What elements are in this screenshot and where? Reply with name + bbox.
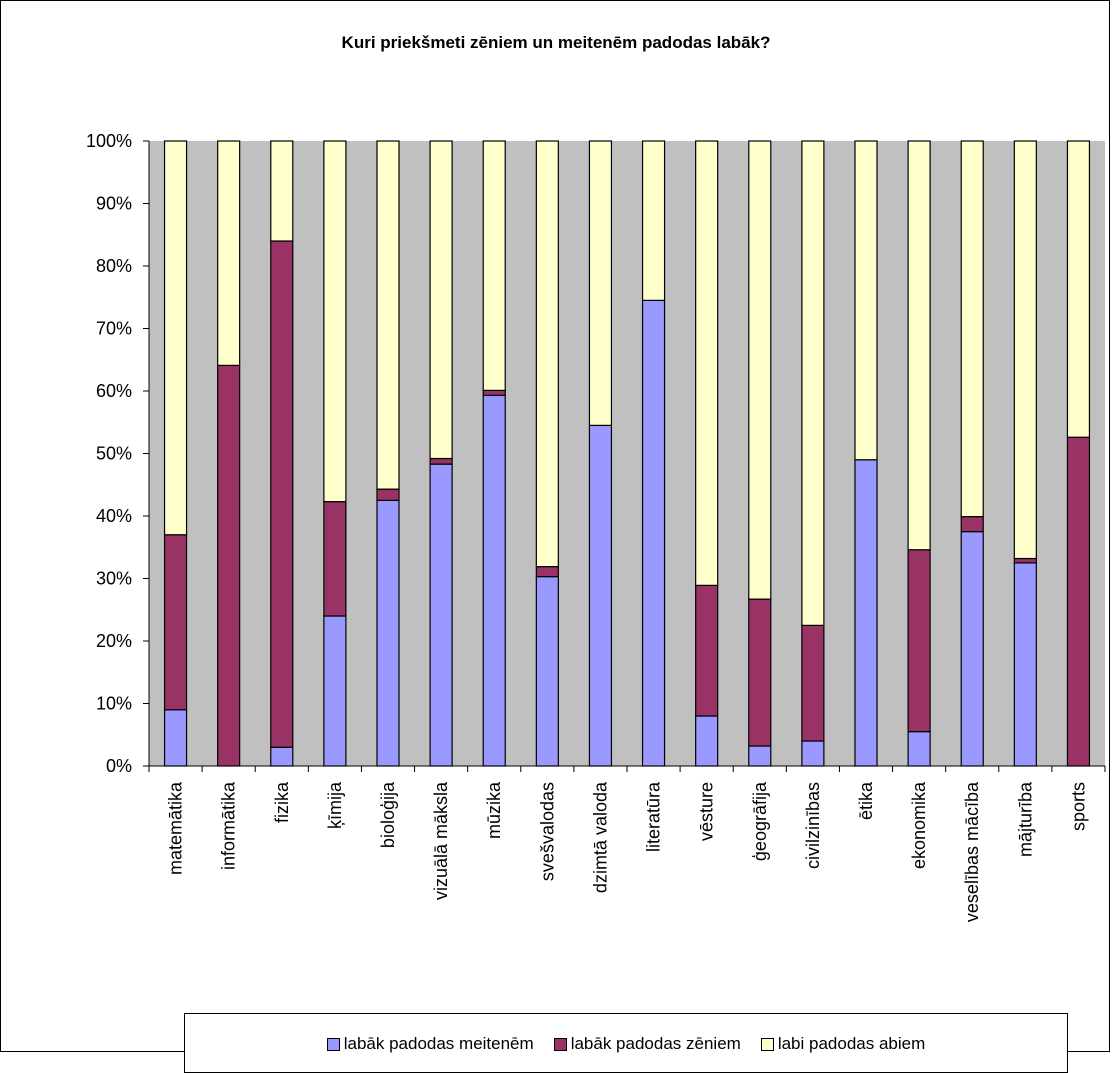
bar-segment-3 <box>1013 140 1037 560</box>
x-tick-label: ģeogrāfija <box>750 781 770 861</box>
bar-segment-3 <box>641 140 666 301</box>
bar-segment-1 <box>1013 562 1037 767</box>
legend-label-both: labi padodas abiem <box>777 1034 926 1053</box>
y-tick-label: 100% <box>86 131 132 151</box>
bar-segment-3 <box>907 140 931 551</box>
x-tick-label: ētika <box>856 781 876 820</box>
y-tick-label: 0% <box>106 756 132 776</box>
bar-segment-1 <box>588 424 613 767</box>
legend-item-both: labi padodas abiem <box>760 1034 926 1054</box>
x-tick-label: mājturība <box>1015 781 1035 857</box>
bar-segment-1 <box>429 463 453 767</box>
legend-swatch-girls <box>326 1037 340 1051</box>
bar-segment-2 <box>1013 557 1037 564</box>
bar-segment-3 <box>323 140 347 503</box>
legend-label-boys: labāk padodas zēniem <box>570 1034 741 1053</box>
y-tick-label: 40% <box>96 506 132 526</box>
bar-segment-2 <box>960 516 984 533</box>
y-tick-label: 60% <box>96 381 132 401</box>
bar-segment-1 <box>801 740 825 767</box>
bar-segment-2 <box>270 240 294 748</box>
x-tick-label: ķīmija <box>325 781 345 829</box>
bar-segment-2 <box>429 457 453 465</box>
bar-segment-2 <box>376 488 400 501</box>
bar-segment-3 <box>163 140 188 536</box>
bar-segment-3 <box>695 140 719 586</box>
legend-item-boys: labāk padodas zēniem <box>553 1034 741 1054</box>
bar-segment-2 <box>695 584 719 717</box>
bar-segment-1 <box>748 745 772 767</box>
bar-segment-3 <box>270 140 294 242</box>
legend-swatch-both <box>760 1037 774 1051</box>
y-tick-label: 70% <box>96 319 132 339</box>
x-tick-label: dzimtā valoda <box>590 781 610 893</box>
bar-segment-2 <box>1066 436 1091 767</box>
bar-segment-1 <box>641 299 666 767</box>
bar-segment-1 <box>854 459 878 767</box>
y-tick-label: 10% <box>96 694 132 714</box>
bar-segment-1 <box>270 746 294 767</box>
bar-segment-3 <box>429 140 453 460</box>
y-tick-label: 90% <box>96 194 132 214</box>
y-tick-label: 30% <box>96 569 132 589</box>
plot-area <box>149 141 1105 766</box>
bar-segment-2 <box>801 624 825 742</box>
bar-segment-3 <box>960 140 984 518</box>
bar-segment-1 <box>323 615 347 767</box>
x-tick-label: literatūra <box>644 781 664 852</box>
x-tick-label: sports <box>1068 782 1088 831</box>
legend-swatch-boys <box>553 1037 567 1051</box>
legend-label-girls: labāk padodas meitenēm <box>343 1034 534 1053</box>
bar-segment-3 <box>1066 140 1091 438</box>
bar-segment-3 <box>217 140 241 366</box>
bar-segment-2 <box>482 389 506 396</box>
x-tick-label: veselības mācība <box>962 781 982 922</box>
bar-segment-3 <box>801 140 825 626</box>
bar-segment-2 <box>163 534 188 711</box>
bar-segment-2 <box>323 501 347 617</box>
x-tick-label: ekonomika <box>909 781 929 869</box>
bar-segment-2 <box>748 598 772 747</box>
bar-segment-2 <box>217 364 241 767</box>
bar-segment-1 <box>376 499 400 767</box>
bar-segment-3 <box>482 140 506 391</box>
legend-item-girls: labāk padodas meitenēm <box>326 1034 534 1054</box>
x-tick-label: bioloģija <box>378 781 398 848</box>
chart-title: Kuri priekšmeti zēniem un meitenēm padod… <box>341 33 771 52</box>
x-tick-label: matemātika <box>166 781 186 875</box>
bar-segment-3 <box>588 140 613 426</box>
bar-segment-2 <box>907 549 931 733</box>
chart-legend: labāk padodas meitenēm labāk padodas zēn… <box>184 1013 1068 1073</box>
bar-segment-1 <box>695 715 719 767</box>
x-tick-label: civilzinības <box>803 782 823 869</box>
bar-segment-1 <box>482 394 506 767</box>
bar-segment-1 <box>163 709 188 767</box>
x-tick-label: vizuālā māksla <box>431 781 451 900</box>
y-tick-label: 20% <box>96 631 132 651</box>
x-tick-label: fizika <box>272 781 292 823</box>
bar-segment-3 <box>376 140 400 490</box>
bar-segment-3 <box>854 140 878 461</box>
bar-segment-3 <box>748 140 772 600</box>
bar-segment-1 <box>535 576 559 767</box>
bar-segment-3 <box>535 140 559 568</box>
bar-segment-1 <box>907 731 931 767</box>
bar-segment-2 <box>535 566 559 578</box>
y-tick-label: 50% <box>96 444 132 464</box>
y-tick-label: 80% <box>96 256 132 276</box>
x-tick-label: informātika <box>219 781 239 870</box>
x-tick-label: vēsture <box>697 782 717 841</box>
x-tick-label: svešvalodas <box>537 782 557 881</box>
x-tick-label: mūzika <box>484 781 504 839</box>
bar-segment-1 <box>960 531 984 767</box>
